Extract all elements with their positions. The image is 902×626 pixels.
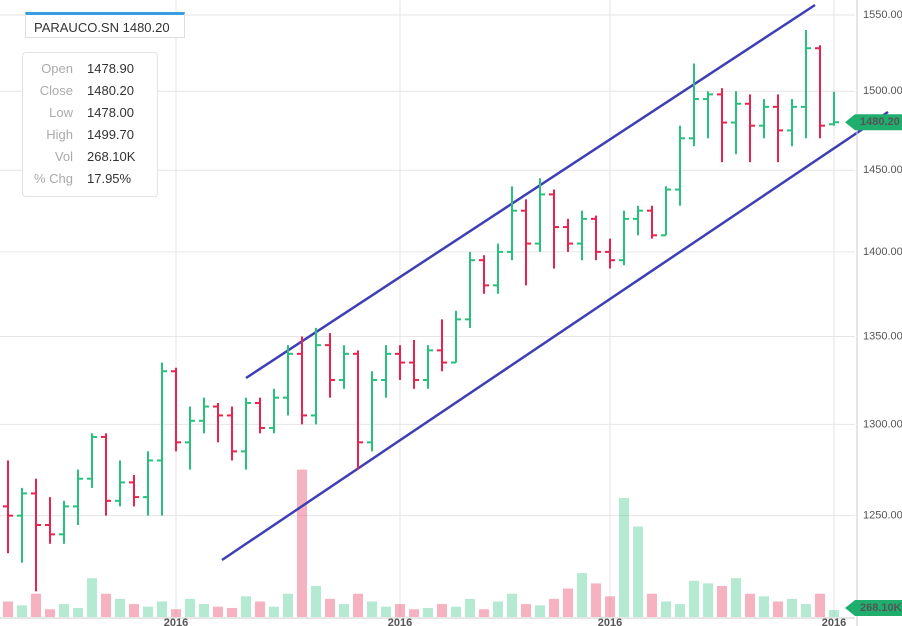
volume-bar [129,604,139,617]
volume-bar [185,598,195,617]
volume-bar [745,593,755,617]
volume-bar [227,607,237,617]
info-value: 1480.20 [87,83,134,98]
volume-bar [507,593,517,617]
y-tick-label: 1550.00 [863,9,902,21]
volume-bar [591,583,601,617]
x-tick-label: 2016 [598,617,622,626]
y-tick-label: 1400.00 [863,246,902,258]
channel-lower [221,110,889,562]
y-tick-label: 1250.00 [863,510,902,522]
y-tick-label: 1450.00 [863,164,902,176]
info-label: % Chg [33,171,73,186]
info-label: Close [39,83,73,98]
volume-bar [3,601,13,617]
info-row: High 1499.70 [23,124,157,146]
volume-bar [325,598,335,617]
volume-bar [535,605,545,617]
volume-bar [451,606,461,617]
info-panel: Open 1478.90 Close 1480.20 Low 1478.00 High 149… [22,52,158,197]
volume-bar [241,596,251,617]
volume-bar [521,604,531,617]
volume-bar [759,596,769,617]
volume-bar [115,598,125,617]
info-label: Low [49,105,73,120]
info-row: Close 1480.20 [23,80,157,102]
volume-bar [171,609,181,617]
volume-bar [479,609,489,617]
volume-bar [339,604,349,617]
volume-bar [283,593,293,617]
volume-bar [493,601,503,617]
x-tick-label: 2016 [822,617,846,626]
volume-bar [773,601,783,617]
volume-bar [703,583,713,617]
x-tick-label: 2016 [388,617,412,626]
volume-bar [17,605,27,617]
volume-bar [661,601,671,617]
volume-bar [829,610,839,617]
volume-bar [787,598,797,617]
volume-bar [73,607,83,617]
volume-bar [395,604,405,617]
volume-bar [297,469,307,617]
volume-bar [549,598,559,617]
volume-bar [801,604,811,617]
volume-bar [213,606,223,617]
volume-bar [143,606,153,617]
volume-bar [731,578,741,617]
volume-bar [619,498,629,617]
volume-bar [465,598,475,617]
y-tick-label: 1500.00 [863,85,902,97]
volume-bar [59,604,69,617]
volume-bar [199,604,209,617]
info-row: % Chg 17.95% [23,168,157,190]
y-tick-label: 1300.00 [863,418,902,430]
volume-bar [255,601,265,617]
x-tick-label: 2016 [164,617,188,626]
y-tick-label: 1350.00 [863,330,902,342]
volume-bar [101,593,111,617]
volume-bar [717,585,727,617]
volume-bar [437,604,447,617]
info-value: 1499.70 [87,127,134,142]
volume-bar [577,573,587,617]
info-label: High [46,127,73,142]
info-row: Low 1478.00 [23,102,157,124]
volume-bar [689,580,699,617]
volume-bar [45,609,55,617]
volume-bar [815,593,825,617]
volume-bar [311,585,321,617]
info-row: Vol 268.10K [23,146,157,168]
volume-bar [675,604,685,617]
volume-bar [381,606,391,617]
volume-bar [605,596,615,617]
info-label: Vol [54,149,73,164]
last-volume-tag: 268.10K [860,602,902,614]
volume-bar [409,609,419,617]
info-row: Open 1478.90 [23,58,157,80]
info-label: Open [41,61,73,76]
info-value: 17.95% [87,171,132,186]
last-volume-tag-bg [845,600,902,616]
info-value: 1478.00 [87,105,134,120]
volume-bar [157,601,167,617]
volume-bar [633,526,643,617]
symbol-header: PARAUCO.SN 1480.20 [25,12,185,38]
info-value: 268.10K [87,149,136,164]
volume-bar [423,607,433,617]
volume-bar [367,601,377,617]
channel-upper [245,3,816,380]
volume-bar [269,606,279,617]
volume-bar [647,593,657,617]
volume-bar [563,588,573,617]
last-price-tag-bg [845,114,902,131]
volume-bar [31,593,41,617]
volume-bar [87,578,97,617]
last-price-tag: 1480.20 [860,116,900,128]
volume-bar [353,593,363,617]
info-value: 1478.90 [87,61,134,76]
